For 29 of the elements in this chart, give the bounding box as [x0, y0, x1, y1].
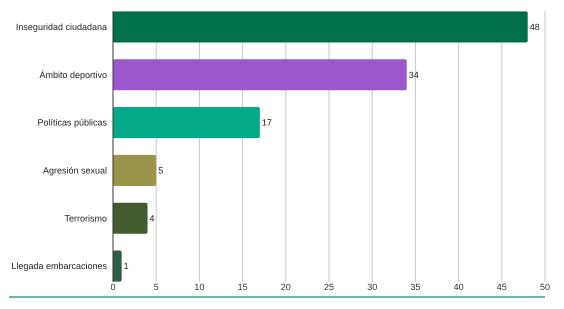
y-tick-label: Agresión sexual [42, 166, 107, 176]
x-tick-label: 20 [280, 282, 291, 292]
y-tick-label: Terrorismo [64, 213, 107, 224]
bar [113, 107, 260, 138]
x-tick-label: 25 [324, 282, 334, 292]
x-tick-label: 30 [367, 282, 378, 292]
y-tick-label: Inseguridad ciudadana [16, 22, 107, 32]
bar [113, 202, 148, 234]
x-tick-label: 0 [110, 282, 116, 292]
bar [113, 11, 528, 42]
data-label: 4 [150, 213, 155, 224]
x-tick-label: 5 [154, 282, 159, 292]
x-tick-label: 45 [496, 282, 507, 292]
y-tick-label: Políticas públicas [37, 118, 108, 128]
x-tick-label: 10 [194, 282, 204, 292]
x-tick-label: 40 [454, 282, 464, 292]
data-label: 34 [408, 70, 419, 80]
data-label: 48 [530, 22, 540, 32]
x-tick-label: 50 [540, 282, 550, 292]
y-tick-label: Ámbito deportivo [39, 70, 107, 80]
bar [113, 59, 407, 90]
data-label: 17 [262, 118, 272, 128]
x-tick-label: 15 [238, 282, 248, 292]
x-tick-label: 35 [410, 282, 420, 292]
data-label: 1 [124, 261, 129, 272]
data-label: 5 [158, 166, 164, 176]
bar [113, 250, 122, 282]
bar [113, 154, 156, 186]
y-tick-label: Llegada embarcaciones [11, 261, 108, 272]
